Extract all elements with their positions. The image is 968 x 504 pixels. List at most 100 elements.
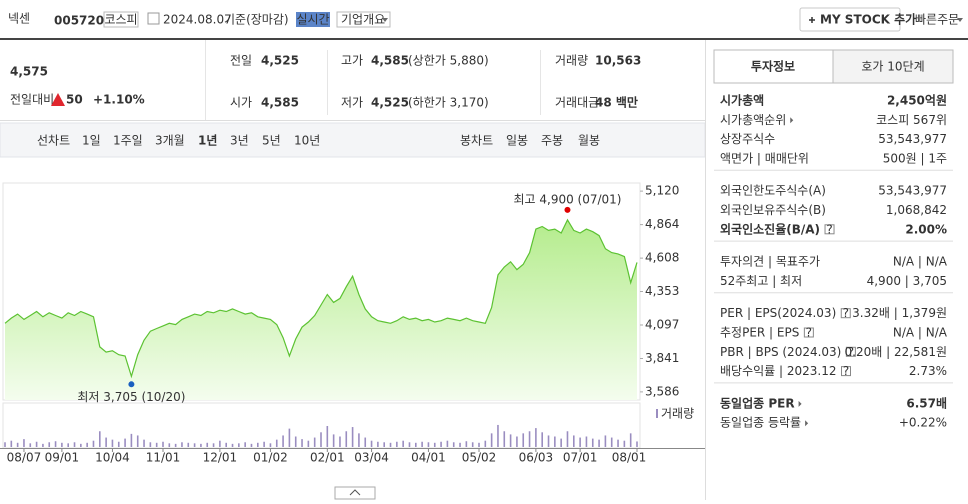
- collapse-icon: [349, 489, 361, 496]
- panel-border: [705, 40, 706, 500]
- divider: [540, 50, 541, 115]
- help-icon[interactable]: [841, 366, 851, 377]
- volume-bar: [275, 439, 278, 447]
- info-label: 외국인한도주식수(A): [720, 184, 826, 198]
- realtime-badge[interactable]: [296, 12, 330, 27]
- volume-bar: [61, 442, 63, 447]
- volume-bar: [478, 442, 480, 447]
- volume-bar: [421, 441, 423, 447]
- x-tick-label: 01/02: [253, 451, 288, 465]
- overview[interactable]: 기업개요: [341, 13, 385, 27]
- volume-bar: [623, 440, 626, 447]
- volume-bar: [351, 427, 354, 447]
- y-tick-label: 3,586: [645, 384, 679, 398]
- volume-bar: [117, 441, 120, 447]
- realtime[interactable]: 실시간: [296, 13, 329, 27]
- price: 4,575: [10, 65, 48, 79]
- stock-name: 넥센: [8, 12, 30, 26]
- tab-label[interactable]: 투자정보: [751, 59, 795, 74]
- mystock-button[interactable]: [799, 7, 901, 32]
- period[interactable]: 10년: [294, 134, 320, 148]
- volume-bar: [168, 443, 171, 447]
- volume-bar: [162, 441, 164, 447]
- period[interactable]: 5년: [262, 134, 281, 148]
- volume-bar: [54, 441, 57, 447]
- info-label[interactable]: 동일업종 등락률: [720, 416, 801, 430]
- info-label[interactable]: 동일업종 PER: [720, 396, 795, 410]
- volume-legend: 거래량: [661, 407, 694, 421]
- market: 코스피: [104, 13, 137, 27]
- y-tick-label: 5,120: [645, 184, 679, 198]
- volume-bar: [10, 440, 13, 447]
- tab[interactable]: [713, 49, 834, 84]
- info-value: 500원 | 1주: [883, 151, 947, 165]
- info-value: +0.22%: [899, 416, 947, 430]
- tab-label[interactable]: 호가 10단계: [861, 60, 924, 74]
- tab[interactable]: [832, 49, 954, 84]
- volume-bar: [73, 442, 76, 447]
- mystock[interactable]: MY STOCK 추가: [820, 12, 916, 27]
- volume-bar: [181, 442, 183, 447]
- volume-bar: [80, 443, 82, 447]
- date: 2024.08.07: [163, 13, 232, 27]
- volume-bar: [579, 437, 581, 447]
- volume-bar: [339, 436, 341, 447]
- help-icon[interactable]: [803, 327, 814, 338]
- volume-bar: [288, 428, 291, 447]
- volume-bar: [566, 431, 569, 447]
- info-label: 52주최고 | 최저: [720, 274, 802, 288]
- period[interactable]: 월봉: [578, 134, 600, 148]
- info-value: 2.73%: [909, 364, 947, 378]
- period[interactable]: 1주일: [113, 134, 143, 148]
- info-label: 외국인보유주식수(B): [720, 203, 826, 217]
- help-icon[interactable]: [824, 224, 835, 235]
- basis: 기준(장마감): [224, 13, 289, 27]
- period[interactable]: 일봉: [506, 134, 528, 148]
- header-border: [0, 38, 968, 40]
- period[interactable]: 3년: [230, 134, 249, 148]
- volume-bar: [358, 433, 360, 447]
- change-label: 전일대비: [10, 93, 54, 107]
- period-label: 봉차트: [460, 134, 493, 148]
- volume-bar: [320, 432, 322, 447]
- volume-bar: [332, 434, 335, 447]
- quote-border: [0, 120, 705, 121]
- volume-bar: [452, 442, 455, 447]
- volume-bar: [370, 440, 373, 447]
- volume-bar: [35, 441, 38, 447]
- info-label: PER | EPS(2024.03): [720, 306, 836, 320]
- volume-bar: [490, 433, 493, 447]
- period[interactable]: 1년: [198, 134, 217, 148]
- dropdown-icon: [957, 18, 963, 22]
- period[interactable]: 1일: [82, 134, 101, 148]
- volume-bar: [206, 442, 209, 447]
- overview-box[interactable]: [336, 11, 391, 28]
- up-triangle: [51, 93, 65, 106]
- quote-value: 4,525: [261, 54, 299, 68]
- volume-bar: [225, 442, 227, 447]
- period[interactable]: 3개월: [155, 134, 185, 148]
- help-icon[interactable]: [840, 308, 851, 319]
- info-label[interactable]: 시가총액순위: [720, 113, 786, 127]
- collapse-button[interactable]: [334, 486, 376, 500]
- help-icon[interactable]: [845, 346, 856, 357]
- quote-label: 고가: [341, 54, 363, 68]
- volume-bar: [636, 441, 638, 447]
- extreme-dot: [128, 381, 135, 388]
- volume-bar: [440, 441, 442, 447]
- x-tick-label: 10/04: [95, 451, 130, 465]
- volume-bar: [143, 439, 145, 447]
- volume-bar: [92, 440, 95, 447]
- price-area: [5, 219, 637, 400]
- volume-bar: [219, 440, 221, 447]
- help-mark: ?: [826, 222, 832, 236]
- volume-bar: [446, 440, 449, 447]
- info-label: 투자의견 | 목표주가: [720, 255, 820, 269]
- volume-bar: [547, 435, 550, 447]
- volume-bar: [174, 443, 177, 447]
- volume-bar: [29, 443, 32, 447]
- volume-bar: [294, 436, 297, 447]
- quote-value: 48 백만: [595, 95, 638, 110]
- quick-order[interactable]: 빠른주문: [915, 13, 959, 27]
- period[interactable]: 주봉: [541, 134, 563, 148]
